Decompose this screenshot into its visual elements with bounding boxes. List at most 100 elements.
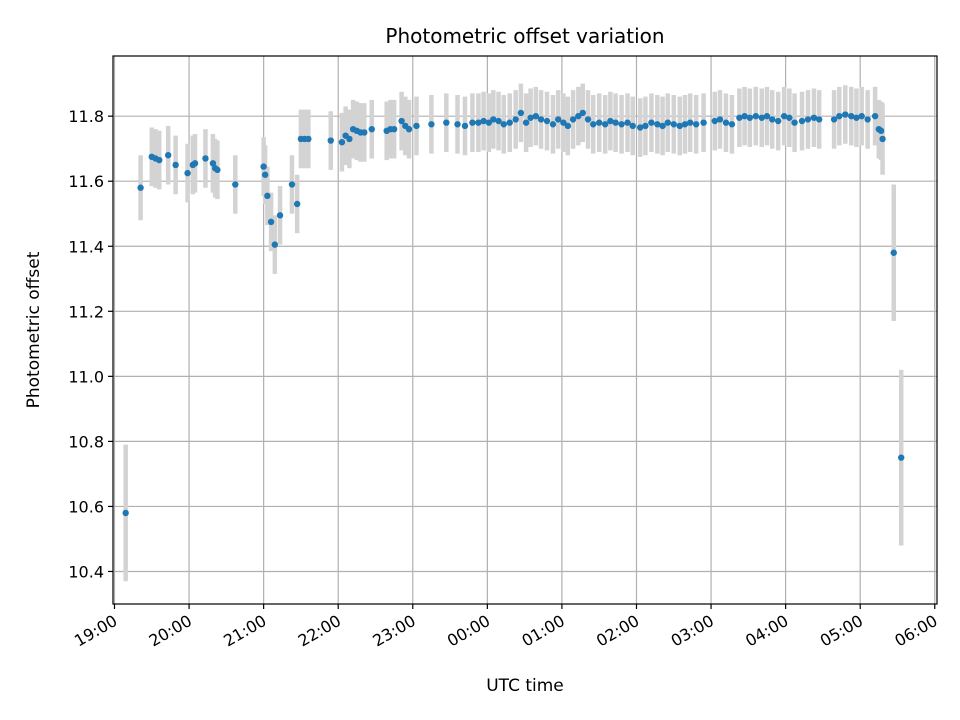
data-point: [898, 454, 905, 461]
data-point: [214, 166, 221, 174]
data-point: [836, 112, 843, 120]
data-point: [791, 119, 798, 126]
data-point: [564, 122, 572, 130]
data-point: [728, 121, 736, 128]
x-tick-label: 01:00: [518, 611, 567, 651]
x-tick-label: 21:00: [220, 611, 269, 651]
data-point: [607, 117, 614, 125]
data-point: [569, 116, 577, 123]
data-point: [517, 109, 525, 117]
y-tick-label: 11.6: [68, 172, 104, 191]
x-tick-label: 06:00: [891, 611, 940, 651]
data-point: [522, 119, 530, 126]
data-point: [527, 114, 534, 121]
x-tick-label: 02:00: [593, 611, 642, 651]
data-point: [584, 116, 592, 123]
data-point: [786, 114, 793, 121]
data-point: [554, 116, 562, 123]
data-point: [830, 116, 838, 123]
data-point: [261, 171, 269, 178]
x-tick-label: 23:00: [369, 611, 418, 651]
data-point: [454, 121, 461, 128]
data-point: [156, 156, 163, 164]
data-point: [490, 116, 497, 123]
data-point: [184, 169, 191, 177]
data-point: [209, 160, 217, 167]
data-point: [512, 116, 519, 123]
data-point: [305, 135, 312, 143]
data-point: [681, 121, 689, 128]
data-point: [864, 116, 871, 123]
data-point: [763, 112, 771, 120]
data-point: [601, 121, 609, 128]
data-point: [480, 117, 487, 125]
data-point: [506, 119, 513, 126]
x-tick-label: 05:00: [817, 611, 866, 651]
data-point: [549, 121, 557, 128]
data-point: [879, 135, 886, 143]
data-point: [853, 114, 860, 121]
data-point: [752, 112, 759, 120]
x-tick-label: 04:00: [742, 611, 791, 651]
data-point: [346, 135, 353, 143]
data-point: [475, 119, 482, 126]
chart-title: Photometric offset variation: [385, 24, 664, 48]
data-points: [122, 109, 905, 517]
data-point: [612, 119, 619, 126]
data-point: [543, 117, 551, 125]
data-point: [758, 114, 765, 121]
y-tick-label: 10.4: [68, 562, 104, 581]
x-tick-label: 03:00: [668, 611, 717, 651]
data-point: [848, 112, 855, 120]
data-point: [736, 114, 743, 121]
data-point: [560, 119, 567, 126]
data-point: [858, 112, 865, 120]
data-point: [276, 212, 284, 219]
y-grid-lines: [113, 115, 937, 573]
data-point: [664, 119, 672, 126]
data-point: [798, 117, 806, 125]
data-point: [877, 127, 885, 135]
data-point: [288, 181, 296, 188]
y-tick-label: 11.8: [68, 107, 104, 126]
data-point: [232, 181, 239, 188]
data-point: [579, 109, 586, 117]
y-tick-label: 11.0: [68, 367, 104, 386]
data-point: [624, 119, 631, 126]
data-point: [670, 121, 677, 128]
data-point: [815, 116, 823, 123]
data-point: [327, 137, 334, 144]
y-tick-label: 11.4: [68, 237, 104, 256]
data-point: [780, 112, 788, 120]
data-point: [774, 117, 782, 125]
data-point: [716, 116, 724, 123]
data-point: [137, 184, 144, 191]
data-point: [191, 160, 199, 167]
data-point: [361, 129, 368, 136]
data-point: [629, 122, 636, 130]
data-point: [590, 121, 597, 128]
plot-frame: [112, 55, 938, 605]
data-point: [443, 119, 450, 126]
data-point: [172, 161, 179, 169]
y-tick-label: 10.6: [68, 497, 104, 516]
data-point: [871, 112, 879, 120]
data-point: [637, 124, 644, 131]
data-point: [692, 121, 700, 128]
data-point: [405, 125, 413, 133]
data-point: [746, 114, 754, 121]
x-tick-label: 00:00: [444, 611, 493, 651]
data-point: [398, 117, 405, 125]
x-axis-label: UTC time: [486, 676, 564, 696]
data-point: [804, 116, 812, 123]
x-axis-ticks: 19:00 20:00 21:00 22:00 23:00 00:00 01:00 02:00…: [71, 604, 941, 651]
data-point: [532, 112, 540, 120]
data-point: [711, 117, 718, 125]
data-point: [575, 112, 582, 120]
data-point: [810, 114, 818, 121]
data-point: [495, 117, 502, 125]
data-point: [842, 111, 849, 118]
x-tick-label: 22:00: [295, 611, 344, 651]
data-point: [500, 121, 507, 128]
data-point: [659, 122, 666, 130]
